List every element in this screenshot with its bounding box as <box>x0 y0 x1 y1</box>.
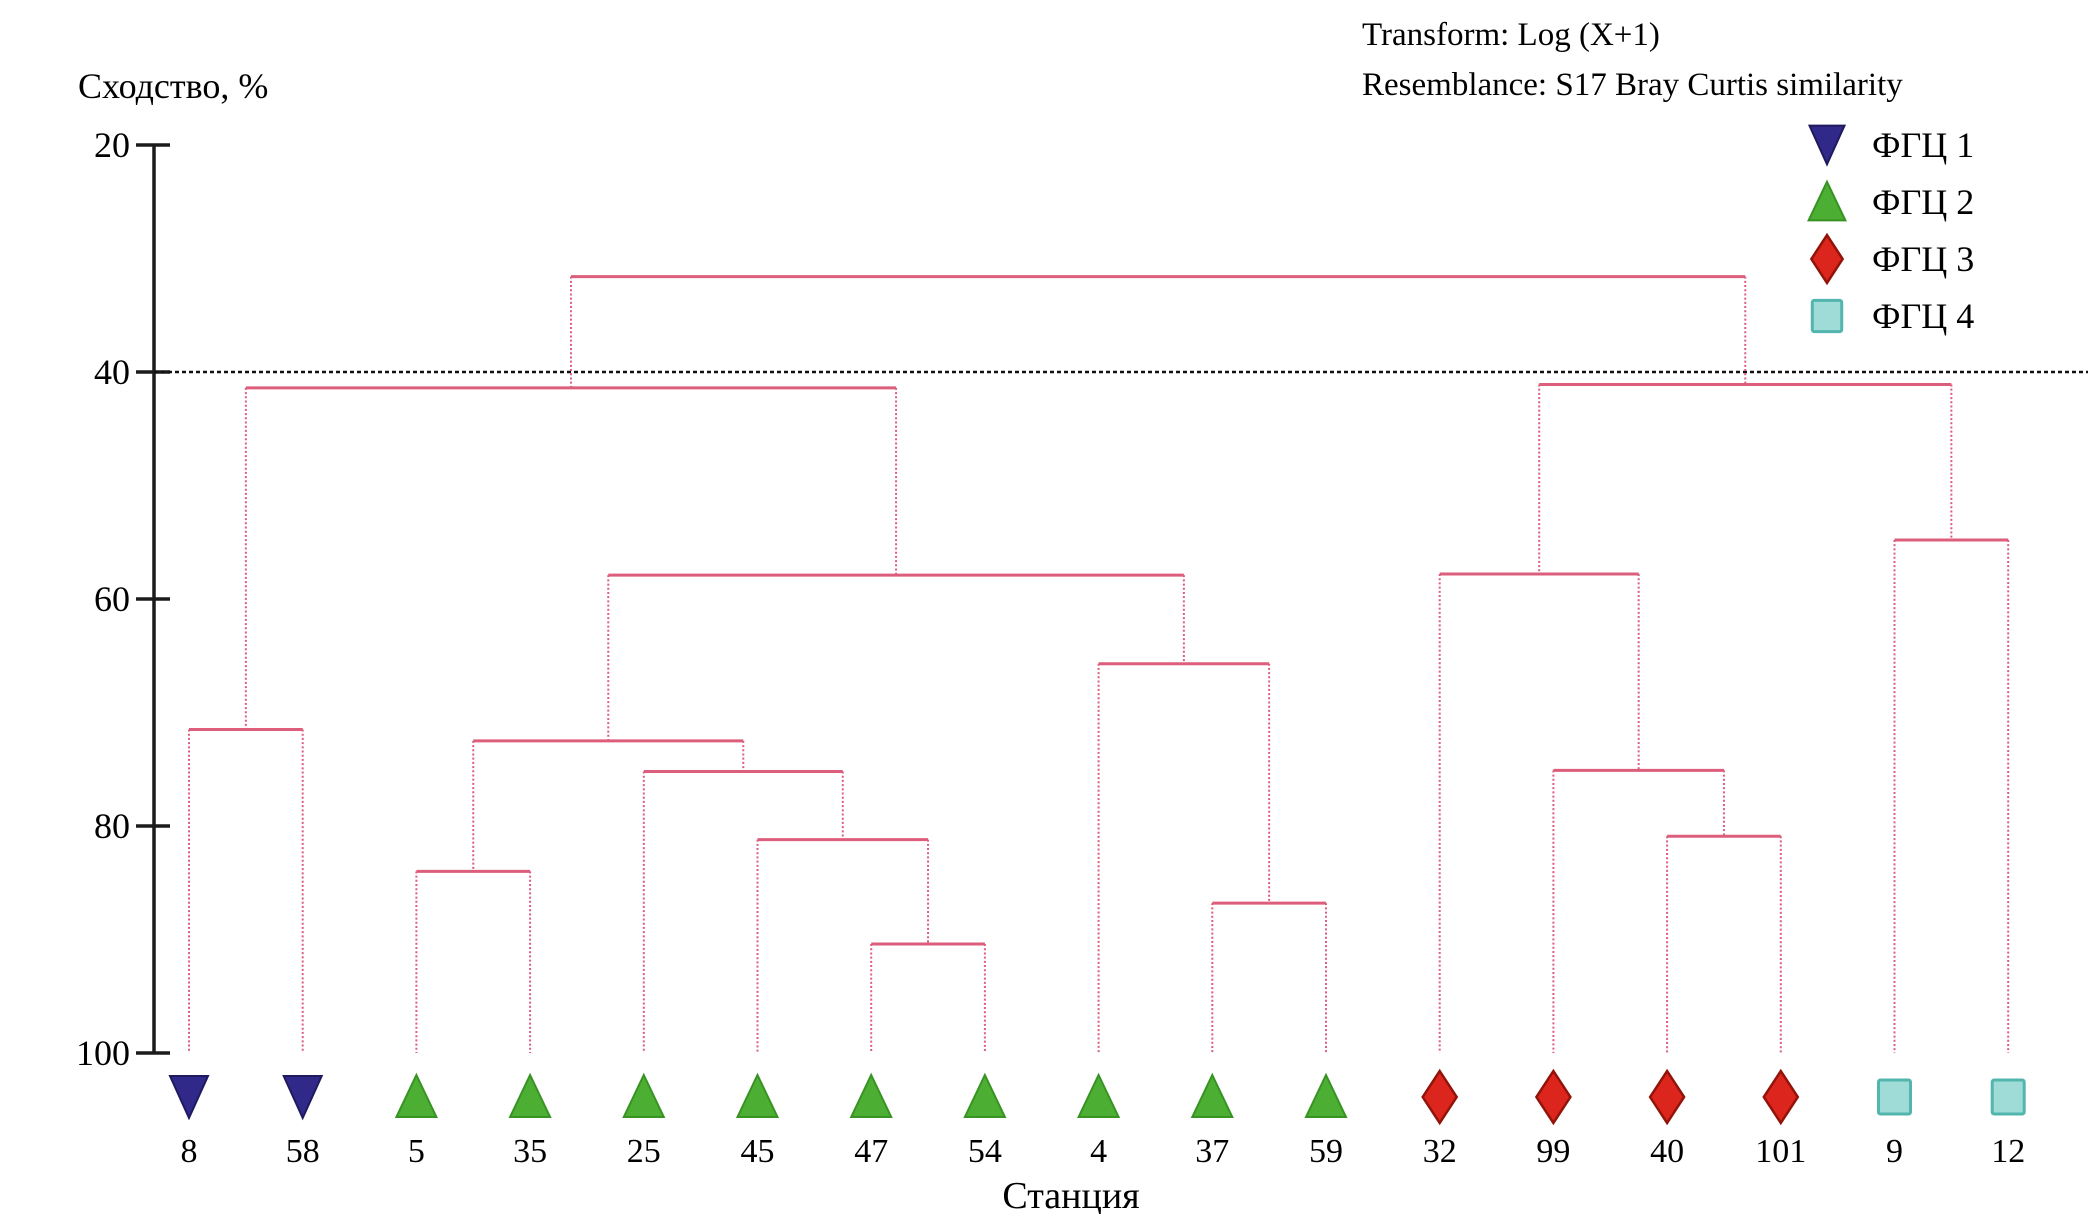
station-label: 35 <box>513 1133 547 1170</box>
diamond-icon <box>1809 232 1845 286</box>
legend-item: ФГЦ 2 <box>1807 179 1974 222</box>
leaf: 45 <box>735 1072 780 1170</box>
station-label: 40 <box>1650 1133 1684 1170</box>
triangle-up-icon <box>1304 1072 1348 1118</box>
legend-item: ФГЦ 3 <box>1809 232 1974 286</box>
leaf: 25 <box>622 1072 666 1170</box>
station-label: 8 <box>181 1133 198 1170</box>
station-label: 5 <box>408 1133 425 1170</box>
leaf: 47 <box>849 1072 893 1170</box>
station-label: 58 <box>286 1133 320 1170</box>
diamond-icon <box>1762 1068 1800 1126</box>
diamond-icon <box>1421 1068 1459 1126</box>
legend: ФГЦ 1 ФГЦ 2 ФГЦ 3 ФГЦ 4 <box>1807 124 1974 336</box>
station-label: 101 <box>1755 1133 1806 1170</box>
leaf: 99 <box>1534 1068 1572 1170</box>
legend-item: ФГЦ 4 <box>1810 296 1974 336</box>
y-tick-label: 20 <box>94 125 130 165</box>
square-icon <box>1810 298 1844 334</box>
legend-label: ФГЦ 1 <box>1872 125 1974 165</box>
dendrogram-branches <box>188 275 2010 1053</box>
triangle-up-icon <box>394 1072 438 1118</box>
station-label: 25 <box>627 1133 661 1170</box>
leaf: 5 <box>394 1072 438 1170</box>
station-label: 45 <box>741 1133 775 1170</box>
triangle-up-icon <box>1807 179 1847 222</box>
leaf: 9 <box>1877 1078 1912 1170</box>
station-label: 47 <box>854 1133 888 1170</box>
station-label: 4 <box>1090 1133 1107 1170</box>
square-icon <box>1990 1078 2026 1116</box>
triangle-up-icon <box>735 1072 780 1118</box>
leaf: 32 <box>1421 1068 1459 1170</box>
leaf: 12 <box>1990 1078 2026 1170</box>
station-label: 54 <box>968 1133 1002 1170</box>
triangle-up-icon <box>963 1072 1007 1118</box>
leaf: 101 <box>1755 1068 1806 1170</box>
y-axis-title: Сходство, % <box>78 66 268 106</box>
diamond-icon <box>1534 1068 1572 1126</box>
square-icon <box>1877 1078 1912 1116</box>
y-axis: 20 40 60 80 100 <box>76 125 170 1073</box>
transform-note: Transform: Log (X+1) <box>1362 17 1660 53</box>
station-label: 12 <box>1991 1133 2025 1170</box>
legend-label: ФГЦ 4 <box>1872 296 1974 336</box>
y-tick-label: 80 <box>94 806 130 846</box>
legend-label: ФГЦ 2 <box>1872 182 1974 222</box>
triangle-up-icon <box>508 1072 552 1118</box>
triangle-up-icon <box>622 1072 666 1118</box>
leaf: 4 <box>1077 1072 1121 1170</box>
station-label: 59 <box>1309 1133 1343 1170</box>
leaf: 40 <box>1648 1068 1686 1170</box>
y-tick-label: 40 <box>94 352 130 392</box>
leaf: 59 <box>1304 1072 1348 1170</box>
leaf: 8 <box>168 1075 210 1170</box>
y-tick-label: 60 <box>94 579 130 619</box>
x-axis-title: Станция <box>1002 1175 1139 1214</box>
leaf: 54 <box>963 1072 1007 1170</box>
station-label: 37 <box>1195 1133 1229 1170</box>
station-label: 9 <box>1886 1133 1903 1170</box>
leaf: 58 <box>282 1075 324 1170</box>
triangle-up-icon <box>849 1072 893 1118</box>
leaf-markers-and-labels: 8 58 5 35 25 45 47 54 4 37 59 32 99 40 101 9 12 <box>168 1068 2026 1170</box>
diamond-icon <box>1648 1068 1686 1126</box>
resemblance-note: Resemblance: S17 Bray Curtis similarity <box>1362 67 1903 103</box>
station-label: 99 <box>1536 1133 1570 1170</box>
leaf: 35 <box>508 1072 552 1170</box>
triangle-up-icon <box>1190 1072 1234 1118</box>
y-tick-label: 100 <box>76 1033 130 1073</box>
legend-label: ФГЦ 3 <box>1872 239 1974 279</box>
triangle-down-icon <box>1807 124 1847 167</box>
triangle-up-icon <box>1077 1072 1121 1118</box>
triangle-down-icon <box>282 1075 324 1121</box>
leaf: 37 <box>1190 1072 1234 1170</box>
station-label: 32 <box>1423 1133 1457 1170</box>
triangle-down-icon <box>168 1075 210 1121</box>
legend-item: ФГЦ 1 <box>1807 124 1974 167</box>
